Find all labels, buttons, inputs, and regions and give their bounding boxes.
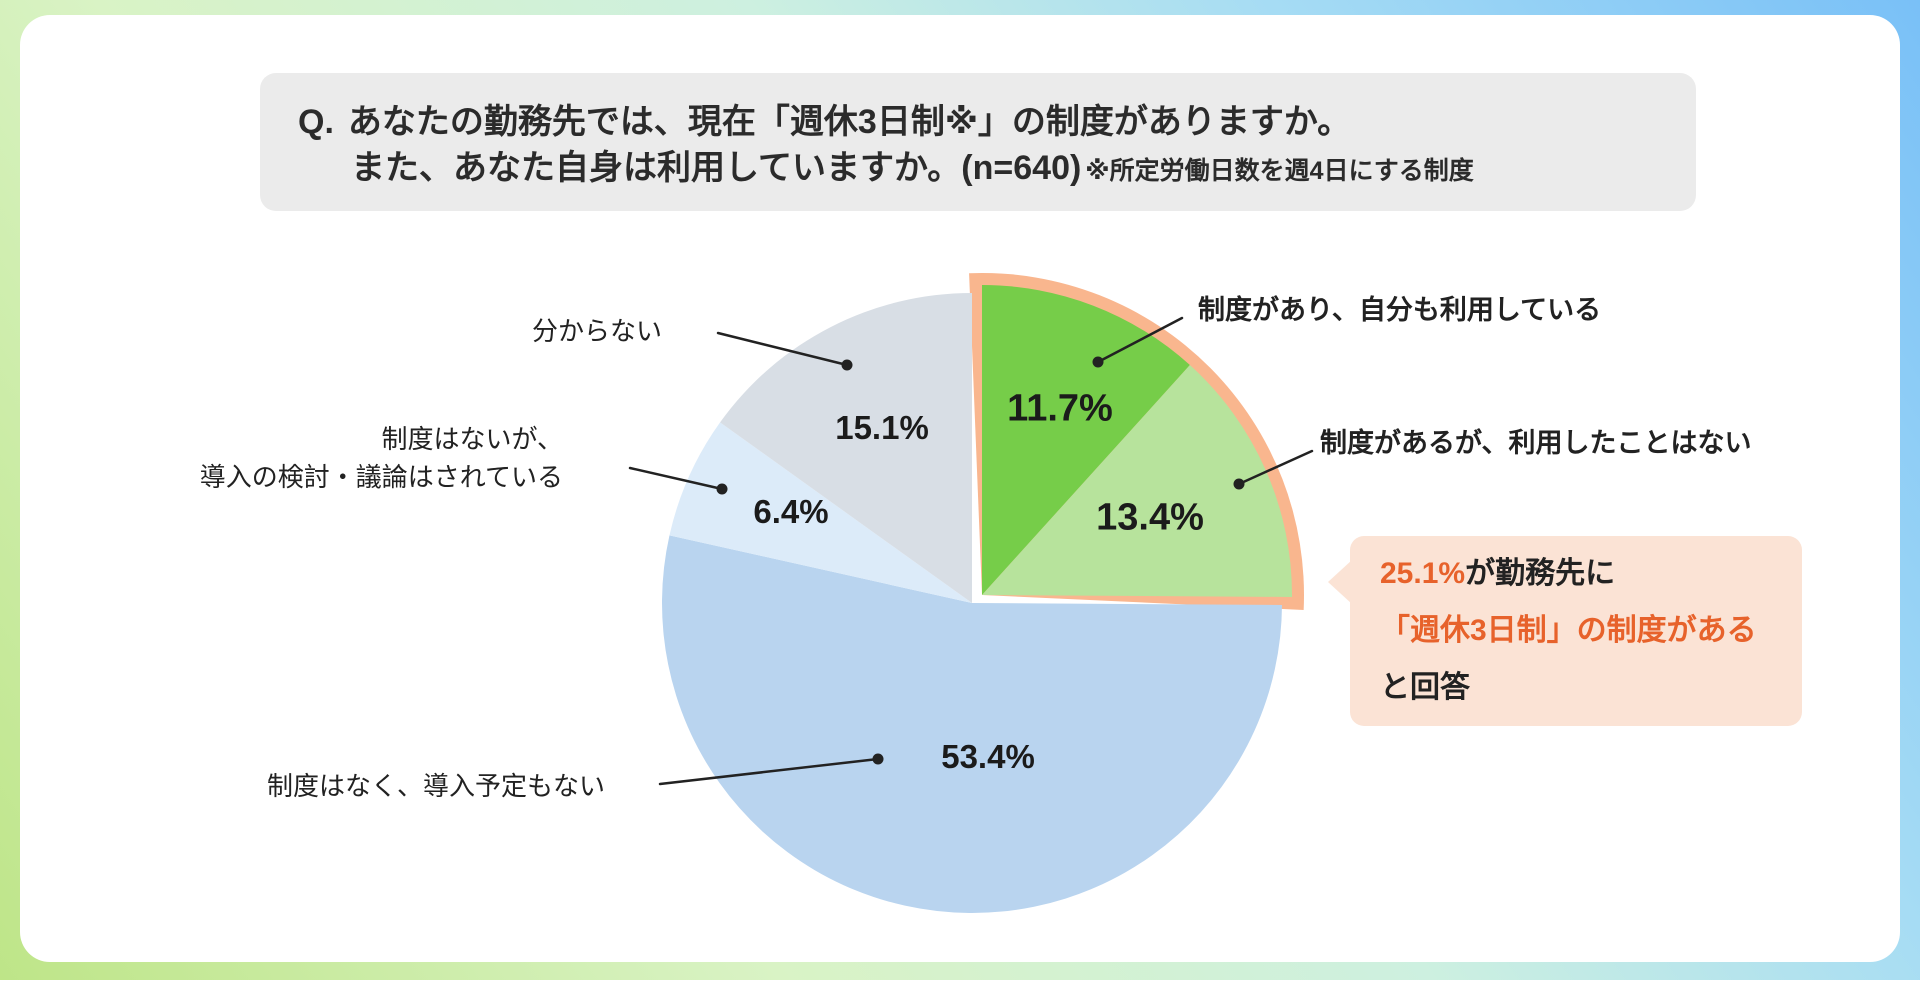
pct-dont-know: 15.1%	[835, 409, 929, 446]
label-have-system-not-used: 制度があるが、利用したことはない	[1320, 428, 1752, 458]
leader-have-system-not-used-line	[1237, 449, 1314, 486]
question-prefix: Q.	[298, 103, 334, 141]
pct-no-system-no-plan: 53.4%	[941, 738, 1035, 775]
pct-have-system-not-used: 13.4%	[1096, 496, 1204, 539]
leader-have-system-not-used-dot	[1233, 478, 1245, 490]
pie-slice	[669, 422, 972, 603]
question-text-1: あなたの勤務先では、現在「週休3日制※」の制度がありますか。	[347, 103, 1352, 141]
question-line-2: また、あなた自身は利用していますか。(n=640) ※所定労働日数を週4日にする制…	[351, 145, 1660, 194]
label-no-system-no-plan: 制度はなく、導入予定もない	[266, 771, 605, 801]
leader-no-system-no-plan-line	[658, 757, 880, 786]
leader-have-system-using-dot	[1092, 356, 1104, 368]
summary-callout: 25.1%が勤務先に 「週休3日制」の制度がある と回答	[1328, 536, 1802, 726]
pie-slice-highlighted	[982, 365, 1292, 597]
label-no-system-discussed-line2: 導入の検討・議論はされている	[199, 462, 563, 492]
pie-slice	[720, 293, 972, 603]
leader-no-system-discussed-line	[628, 466, 724, 491]
question-line-1: Q. あなたの勤務先では、現在「週休3日制※」の制度がありますか。	[298, 99, 1660, 145]
pct-have-system-using: 11.7%	[1007, 387, 1113, 430]
content-card: Q. あなたの勤務先では、現在「週休3日制※」の制度がありますか。 また、あなた自…	[20, 15, 1900, 962]
callout-line-2: 「週休3日制」の制度がある	[1380, 614, 1757, 647]
leader-have-system-using-line	[1096, 316, 1184, 364]
callout-line-3: と回答	[1380, 671, 1470, 704]
leader-dont-know-dot	[841, 359, 853, 371]
label-no-system-discussed-line1: 制度はないが、	[381, 424, 563, 454]
question-text-2: また、あなた自身は利用していますか。(n=640)	[351, 149, 1082, 187]
callout-line-1: 25.1%が勤務先に	[1380, 545, 1802, 602]
pie-chart	[628, 273, 1314, 913]
callout-line-1-rest: が勤務先に	[1465, 557, 1616, 590]
label-have-system-using: 制度があり、自分も利用している	[1198, 295, 1602, 325]
leader-dont-know-line	[716, 331, 849, 367]
label-dont-know: 分からない	[531, 316, 662, 346]
pct-no-system-discussed: 6.4%	[753, 493, 829, 530]
pie-slice	[662, 535, 1282, 913]
leader-no-system-discussed-dot	[716, 483, 728, 495]
pie-slice-highlighted	[982, 285, 1190, 595]
callout-highlight-value: 25.1%	[1380, 557, 1466, 590]
leader-no-system-no-plan-dot	[872, 753, 884, 765]
label-no-system-discussed: 制度はないが、 導入の検討・議論はされている	[200, 420, 563, 496]
question-box: Q. あなたの勤務先では、現在「週休3日制※」の制度がありますか。 また、あなた自…	[260, 73, 1696, 211]
question-footnote: ※所定労働日数を週4日にする制度	[1085, 157, 1474, 185]
